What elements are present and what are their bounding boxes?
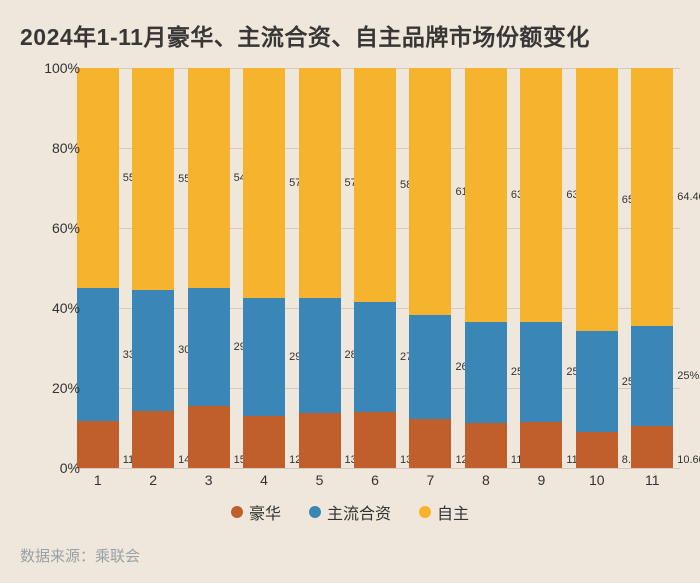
bar-column: 57.44%28.77%13.79%: [299, 68, 341, 468]
x-axis-label: 7: [409, 472, 451, 488]
y-axis-label: 100%: [30, 60, 80, 76]
bar-segment-jv: 25.23%: [465, 322, 507, 423]
bar-column: 64.40%25%10.60%: [631, 68, 673, 468]
bar-segment-luxury: 12.90%: [243, 416, 285, 468]
bar-segment-jv: 27.57%: [354, 302, 396, 412]
legend-marker: [419, 506, 431, 518]
y-axis-label: 60%: [30, 220, 80, 236]
bar-segment-luxury: 10.60%: [631, 426, 673, 468]
bar-column: 55.00%33.30%11.70%: [77, 68, 119, 468]
bar-segment-domestic: 58.54%: [354, 68, 396, 302]
segment-value-label: 10.60%: [677, 454, 700, 466]
bar-column: 58.54%27.57%13.89%: [354, 68, 396, 468]
bar-segment-domestic: 63.46%: [465, 68, 507, 322]
y-axis-label: 40%: [30, 300, 80, 316]
x-axis-label: 3: [188, 472, 230, 488]
bar-segment-luxury: 12.21%: [409, 419, 451, 468]
legend-marker: [231, 506, 243, 518]
bar-segment-jv: 30.40%: [132, 290, 174, 412]
y-axis-label: 80%: [30, 140, 80, 156]
chart-plot-area: 55.00%33.30%11.70% 55.40%30.40%14.20% 54.9…: [70, 68, 680, 468]
bar-segment-domestic: 64.40%: [631, 68, 673, 326]
y-axis-label: 20%: [30, 380, 80, 396]
bar-segment-jv: 29.70%: [188, 288, 230, 407]
x-axis-label: 8: [465, 472, 507, 488]
bar-column: 61.76%26.03%12.21%: [409, 68, 451, 468]
chart-title: 2024年1-11月豪华、主流合资、自主品牌市场份额变化: [20, 18, 590, 52]
bar-column: 54.90%29.70%15.40%: [188, 68, 230, 468]
bar-segment-domestic: 57.44%: [299, 68, 341, 298]
segment-value-label: 64.40%: [677, 191, 700, 203]
bar-segment-domestic: 61.76%: [409, 68, 451, 315]
x-axis-label: 4: [243, 472, 285, 488]
bar-segment-luxury: 11.70%: [77, 421, 119, 468]
bar-column: 63.46%25.23%11.31%: [465, 68, 507, 468]
legend-marker: [309, 506, 321, 518]
bar-segment-domestic: 57.40%: [243, 68, 285, 298]
legend: 豪华 主流合资 自主: [0, 500, 700, 524]
bar-segment-luxury: 8.99%: [576, 432, 618, 468]
legend-item: 主流合资: [309, 500, 391, 524]
bar-segment-domestic: 55.00%: [77, 68, 119, 288]
bar-segment-jv: 26.03%: [409, 315, 451, 419]
legend-label: 自主: [437, 500, 469, 524]
x-axis-label: 11: [631, 472, 673, 488]
data-source: 数据来源：乘联会: [20, 545, 140, 566]
bar-segment-luxury: 11.31%: [465, 423, 507, 468]
bar-segment-luxury: 13.79%: [299, 413, 341, 468]
legend-label: 主流合资: [327, 500, 391, 524]
bar-segment-jv: 33.30%: [77, 288, 119, 421]
gridline: [70, 468, 680, 469]
bar-column: 55.40%30.40%14.20%: [132, 68, 174, 468]
x-axis-label: 9: [520, 472, 562, 488]
x-axis-label: 5: [299, 472, 341, 488]
bar-segment-jv: 28.77%: [299, 298, 341, 413]
x-axis-labels: 123456789 10 11: [70, 472, 680, 488]
bar-segment-luxury: 14.20%: [132, 411, 174, 468]
x-axis-label: 6: [354, 472, 396, 488]
bar-segment-luxury: 15.40%: [188, 406, 230, 468]
legend-item: 自主: [419, 500, 469, 524]
bar-segment-domestic: 54.90%: [188, 68, 230, 288]
x-axis-label: 1: [77, 472, 119, 488]
segment-value-label: 25%: [677, 370, 699, 382]
bar-segment-domestic: 63.40%: [520, 68, 562, 322]
bar-segment-domestic: 65.73%: [576, 68, 618, 331]
bar-segment-luxury: 13.89%: [354, 412, 396, 468]
bar-group: 55.00%33.30%11.70% 55.40%30.40%14.20% 54.9…: [70, 68, 680, 468]
x-axis-label: 10: [576, 472, 618, 488]
bar-segment-jv: 25%: [631, 326, 673, 426]
bar-column: 65.73%25.27%8.99%: [576, 68, 618, 468]
legend-item: 豪华: [231, 500, 281, 524]
bar-segment-jv: 25.27%: [576, 331, 618, 432]
bar-segment-jv: 29.70%: [243, 298, 285, 417]
legend-label: 豪华: [249, 500, 281, 524]
bar-column: 63.40%25.20%11.40%: [520, 68, 562, 468]
x-axis-label: 2: [132, 472, 174, 488]
bar-segment-luxury: 11.40%: [520, 422, 562, 468]
bar-segment-domestic: 55.40%: [132, 68, 174, 290]
bar-segment-jv: 25.20%: [520, 322, 562, 423]
bar-column: 57.40%29.70%12.90%: [243, 68, 285, 468]
